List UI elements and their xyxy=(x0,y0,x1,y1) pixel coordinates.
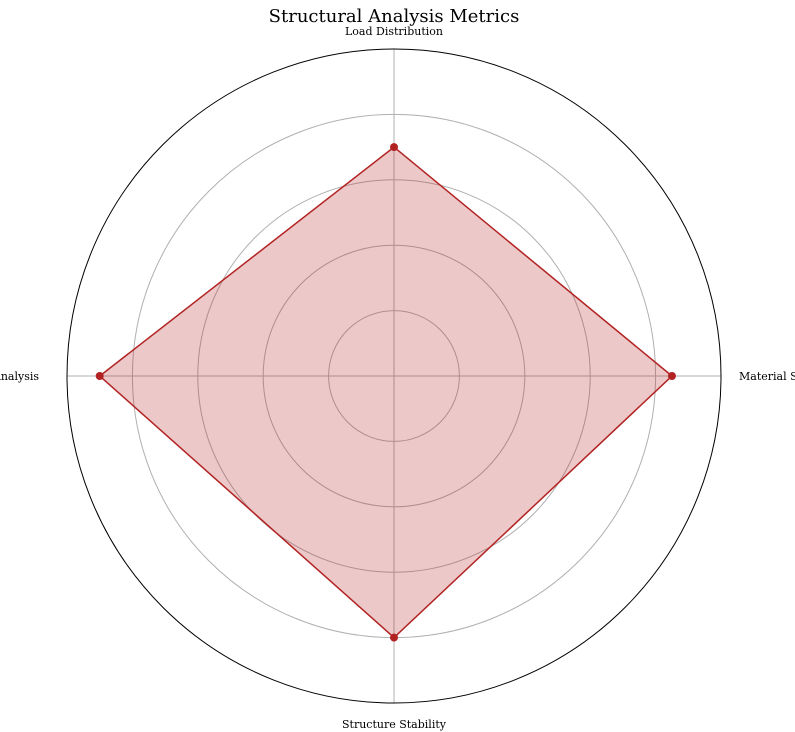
data-point-1 xyxy=(667,372,676,380)
series-area xyxy=(99,147,672,638)
data-point-4 xyxy=(390,633,398,642)
axis-labels: Material Strength Load Distribution Stress… xyxy=(0,25,795,731)
axis-label-1: Material Strength xyxy=(739,370,795,383)
axis-label-2: Load Distribution xyxy=(345,25,443,38)
chart-title: Structural Analysis Metrics xyxy=(269,6,520,27)
outer-frame xyxy=(66,48,722,704)
data-series xyxy=(95,143,676,642)
axis-label-4: Structure Stability xyxy=(342,718,447,731)
data-point-3 xyxy=(95,372,104,380)
axis-label-3: Stress Analysis xyxy=(0,370,39,383)
data-point-2 xyxy=(390,143,398,152)
